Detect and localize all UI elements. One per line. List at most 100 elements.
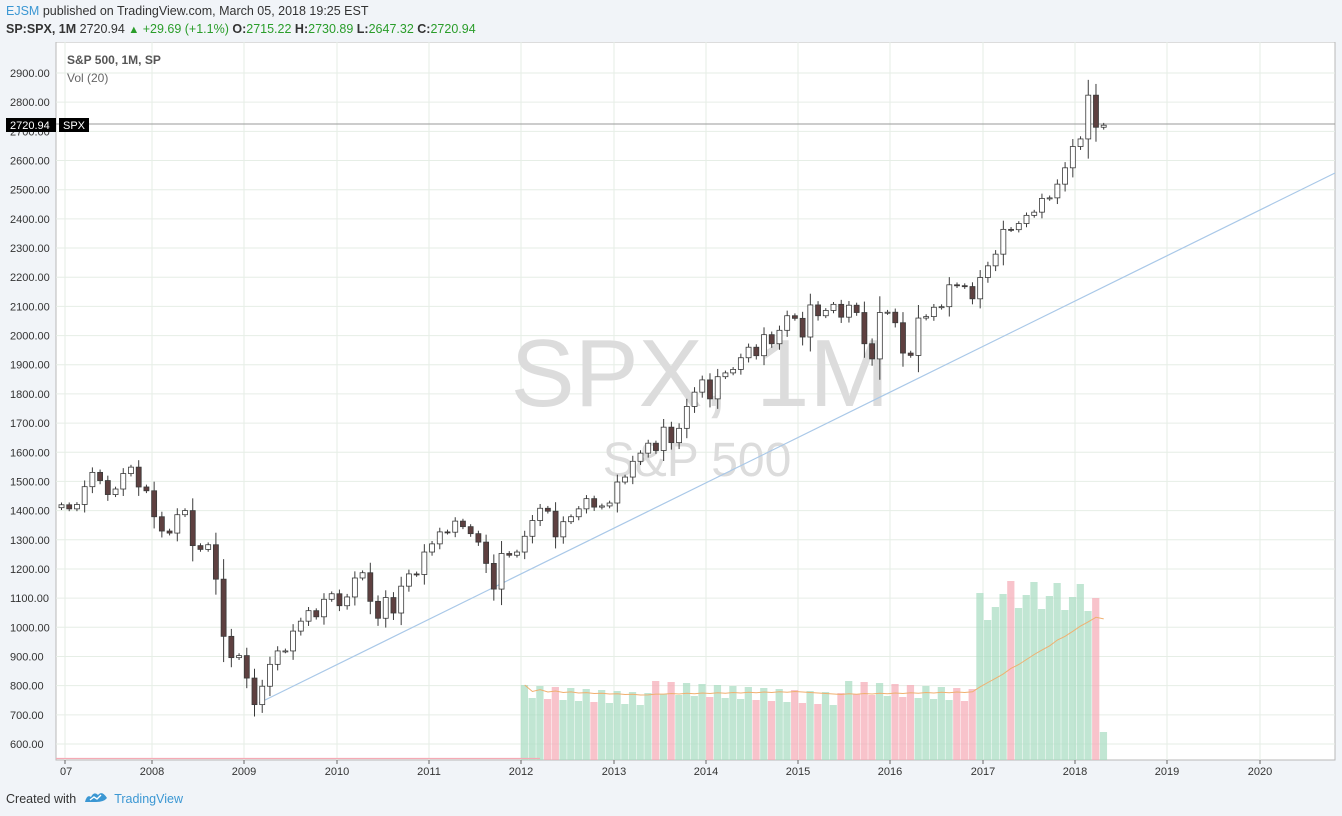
volume-bar bbox=[744, 687, 752, 760]
up-arrow-icon: ▲ bbox=[128, 24, 140, 36]
candle-body bbox=[575, 508, 582, 518]
volume-bar bbox=[706, 697, 714, 760]
x-tick-label: 2009 bbox=[232, 766, 256, 778]
volume-bar bbox=[574, 701, 583, 760]
candle-body bbox=[830, 303, 837, 311]
candle-body bbox=[243, 655, 250, 679]
y-tick-label: 2200.00 bbox=[10, 272, 50, 284]
candle-body bbox=[853, 304, 860, 313]
candle-body bbox=[560, 521, 567, 538]
candle-body bbox=[583, 498, 590, 510]
volume-bar bbox=[1076, 584, 1084, 760]
close-label: C: bbox=[417, 22, 431, 36]
candle-body bbox=[784, 315, 791, 331]
author-link[interactable]: EJSM bbox=[6, 4, 40, 18]
candle-body bbox=[838, 303, 845, 318]
candle-body bbox=[135, 466, 142, 488]
volume-bar bbox=[667, 682, 675, 760]
y-tick-label: 2100.00 bbox=[10, 301, 50, 313]
close-value: 2720.94 bbox=[430, 22, 476, 36]
y-tick-label: 800.00 bbox=[10, 681, 44, 693]
y-tick-label: 1500.00 bbox=[10, 476, 50, 488]
candle-body bbox=[251, 677, 258, 706]
volume-bar bbox=[590, 702, 598, 760]
candle-body bbox=[985, 265, 991, 278]
publish-line: EJSM published on TradingView.com, March… bbox=[6, 4, 369, 18]
y-axis: 600.00 700.00 800.00 900.00 1000.00 1100.00 12… bbox=[10, 68, 50, 751]
high-label: H: bbox=[294, 22, 309, 36]
volume-bar bbox=[914, 698, 922, 760]
candle-body bbox=[768, 334, 775, 345]
x-tick-label: 2020 bbox=[1248, 766, 1272, 778]
candle-body bbox=[938, 306, 945, 309]
candle-body bbox=[730, 369, 737, 374]
y-tick-label: 2300.00 bbox=[10, 243, 50, 255]
volume-bar bbox=[536, 686, 544, 760]
volume-bar bbox=[713, 685, 722, 760]
candle-body bbox=[568, 516, 574, 523]
candle-body bbox=[537, 507, 544, 521]
chart-area[interactable]: 600.00 700.00 800.00 900.00 1000.00 1100.00 12… bbox=[0, 41, 1342, 782]
candle-body bbox=[606, 502, 613, 507]
candle-body bbox=[869, 343, 875, 360]
candle-body bbox=[753, 346, 760, 357]
candle-body bbox=[328, 593, 335, 600]
candle-body bbox=[66, 504, 73, 510]
volume-bar bbox=[960, 701, 969, 760]
candle-body bbox=[629, 460, 636, 478]
volume-bar bbox=[775, 689, 783, 760]
candle-body bbox=[182, 510, 188, 516]
tradingview-link[interactable]: TradingView bbox=[114, 791, 183, 806]
candle-body bbox=[1031, 211, 1038, 216]
low-value: 2647.32 bbox=[368, 22, 414, 36]
candle-body bbox=[413, 573, 420, 576]
candle-body bbox=[212, 544, 219, 580]
x-tick-label: 2017 bbox=[971, 766, 995, 778]
candle-body bbox=[676, 427, 682, 444]
candle-body bbox=[259, 685, 266, 706]
volume-bar bbox=[621, 704, 629, 760]
candle-body bbox=[467, 526, 474, 535]
low-label: L: bbox=[356, 22, 369, 36]
price-tag-box bbox=[6, 118, 56, 132]
open-label: O: bbox=[232, 22, 247, 36]
candle-body bbox=[81, 486, 88, 505]
candle-body bbox=[521, 535, 528, 553]
volume-bar bbox=[582, 689, 590, 760]
volume-bar bbox=[984, 620, 992, 760]
y-tick-label: 1400.00 bbox=[10, 506, 50, 518]
volume-bar bbox=[875, 683, 884, 760]
volume-bar bbox=[814, 704, 822, 760]
volume-bar bbox=[991, 607, 999, 760]
volume-bar bbox=[675, 695, 683, 760]
candle-body bbox=[722, 372, 729, 378]
y-tick-label: 2500.00 bbox=[10, 185, 50, 197]
candle-body bbox=[1077, 138, 1084, 147]
y-tick-label: 600.00 bbox=[10, 739, 44, 751]
volume-bar bbox=[791, 690, 799, 760]
x-tick-label: 2018 bbox=[1063, 766, 1087, 778]
volume-bar bbox=[613, 691, 621, 760]
candle-body bbox=[236, 655, 242, 659]
y-tick-label: 2800.00 bbox=[10, 97, 50, 109]
grid bbox=[56, 42, 1335, 760]
candle-body bbox=[151, 490, 158, 518]
trend-line[interactable] bbox=[258, 172, 1336, 704]
x-tick-label: 2010 bbox=[325, 766, 349, 778]
y-tick-label: 1600.00 bbox=[10, 447, 50, 459]
candle-body bbox=[367, 572, 374, 602]
candle-body bbox=[591, 498, 598, 508]
y-tick-label: 2000.00 bbox=[10, 331, 50, 343]
candle-body bbox=[876, 312, 883, 360]
volume-bar bbox=[945, 700, 953, 760]
candle-body bbox=[1000, 228, 1007, 255]
trend-line-segment[interactable] bbox=[258, 172, 1336, 704]
candle-body bbox=[846, 304, 852, 318]
candle-body bbox=[907, 352, 914, 356]
price-chart[interactable]: 600.00 700.00 800.00 900.00 1000.00 1100.00 12… bbox=[0, 41, 1342, 782]
candle-body bbox=[158, 516, 165, 532]
volume-bar bbox=[528, 698, 536, 760]
tradingview-logo-icon[interactable] bbox=[84, 790, 108, 807]
volume-bar bbox=[1014, 608, 1023, 760]
volume-bar bbox=[953, 688, 961, 760]
